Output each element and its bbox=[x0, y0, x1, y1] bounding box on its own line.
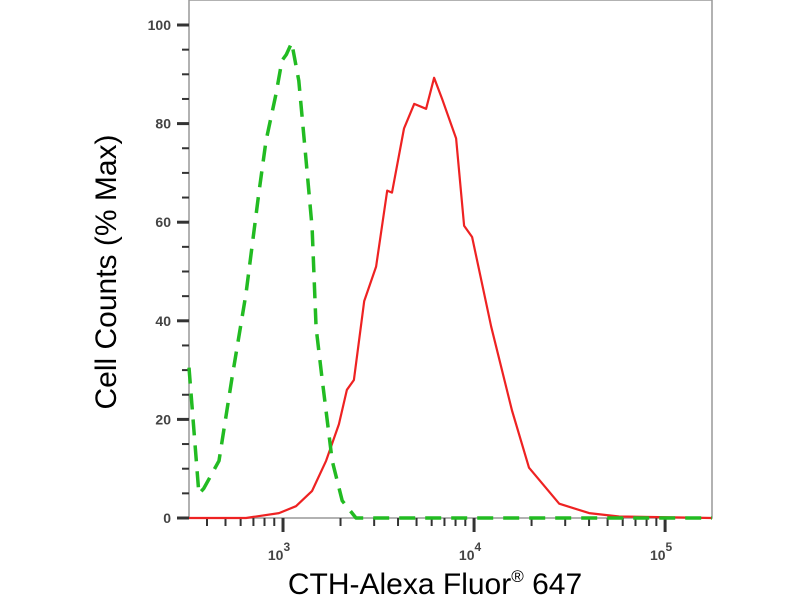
x-tick-label: 105 bbox=[650, 540, 673, 563]
plot-border bbox=[188, 0, 713, 519]
y-axis-ticks: 0 20 40 60 80 100 bbox=[148, 17, 189, 526]
x-tick-base: 10 bbox=[268, 547, 284, 563]
x-axis-title: CTH-Alexa Fluor® 647 bbox=[288, 567, 582, 600]
x-tick-exponent: 5 bbox=[666, 540, 673, 554]
x-tick-base: 10 bbox=[650, 547, 666, 563]
x-axis-title-main: CTH-Alexa Fluor bbox=[288, 568, 511, 600]
series-layer bbox=[187, 40, 713, 520]
y-axis-title: Cell Counts (% Max) bbox=[90, 134, 123, 409]
x-tick-label: 104 bbox=[459, 540, 482, 563]
y-tick-label: 80 bbox=[155, 116, 171, 132]
y-tick-label: 0 bbox=[163, 510, 171, 526]
x-axis-ticks: 103 104 105 bbox=[205, 518, 673, 563]
x-tick-base: 10 bbox=[459, 547, 475, 563]
x-axis-title-mark: ® bbox=[511, 567, 524, 586]
y-tick-label: 20 bbox=[155, 411, 171, 427]
control-histogram-line bbox=[187, 40, 712, 520]
plot-frame bbox=[188, 0, 713, 519]
x-tick-exponent: 4 bbox=[475, 540, 482, 554]
x-axis-title-suffix: 647 bbox=[524, 568, 582, 600]
y-tick-label: 100 bbox=[148, 17, 172, 33]
x-tick-exponent: 3 bbox=[283, 540, 290, 554]
y-tick-label: 40 bbox=[155, 313, 171, 329]
x-tick-label: 103 bbox=[268, 540, 291, 563]
sample-histogram-line bbox=[189, 76, 713, 520]
y-tick-label: 60 bbox=[155, 214, 171, 230]
